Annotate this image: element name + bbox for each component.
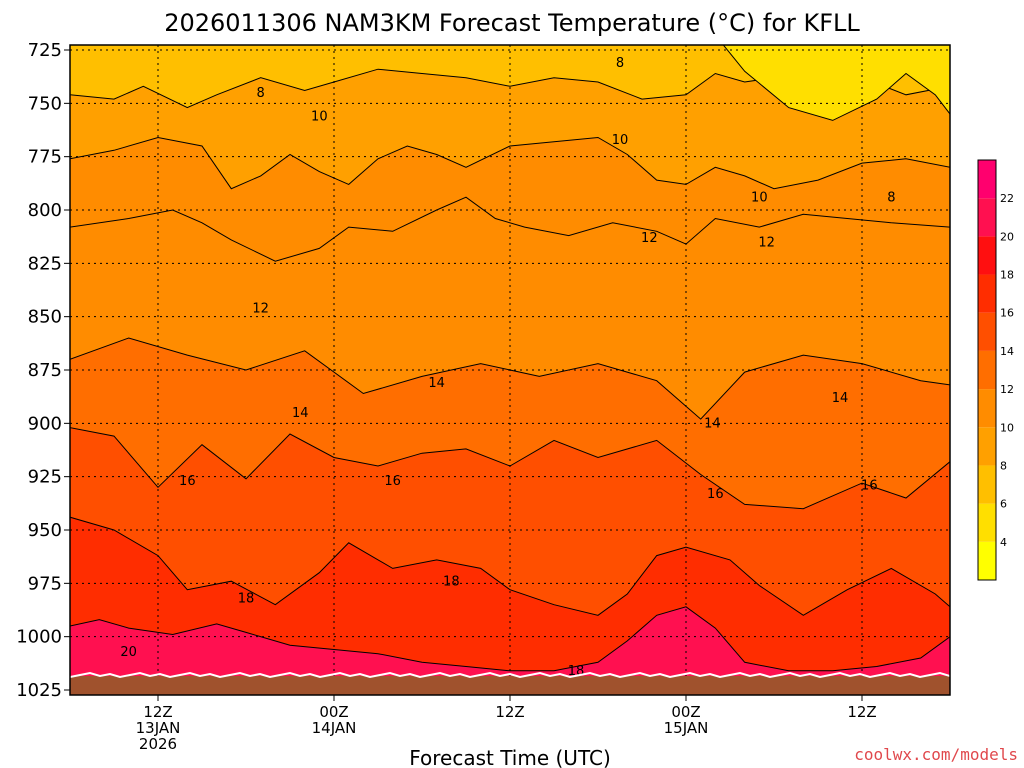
colorbar-label: 14 bbox=[1000, 345, 1014, 358]
colorbar-label: 22 bbox=[1000, 192, 1014, 205]
colorbar-swatch bbox=[978, 465, 996, 504]
y-tick-label: 800 bbox=[28, 200, 62, 221]
y-axis: 725 750 775 800 825 850 875 900 925 950 975 1000 102… bbox=[16, 40, 70, 701]
colorbar-swatch bbox=[978, 541, 996, 580]
colorbar-swatch bbox=[978, 312, 996, 351]
colorbar-label: 8 bbox=[1000, 459, 1007, 472]
y-tick-label: 950 bbox=[28, 520, 62, 541]
colorbar-frame bbox=[977, 159, 997, 581]
contour-label: 12 bbox=[758, 235, 775, 250]
colorbar-swatch bbox=[978, 198, 996, 237]
y-tick-label: 1025 bbox=[16, 680, 62, 701]
colorbar-label: 10 bbox=[1000, 421, 1014, 434]
colorbar-swatch bbox=[978, 274, 996, 313]
contour-label: 16 bbox=[707, 487, 724, 502]
colorbar-label: 4 bbox=[1000, 536, 1007, 549]
plot-area: 8108101081212121414141416161616181818202… bbox=[70, 45, 950, 695]
contour-label: 16 bbox=[179, 474, 196, 489]
colorbar: 4 6 8 10 12 14 16 18 20 22 bbox=[977, 159, 1014, 581]
x-tick-label: 14JAN bbox=[312, 719, 357, 737]
y-tick-label: 750 bbox=[28, 93, 62, 114]
ground-edge-line bbox=[70, 671, 950, 679]
contour-label: 14 bbox=[292, 406, 309, 421]
contour-label: 20 bbox=[120, 645, 137, 660]
colorbar-label: 16 bbox=[1000, 307, 1014, 320]
colorbar-swatch bbox=[978, 389, 996, 428]
contour-label: 14 bbox=[832, 391, 849, 406]
contour-label: 8 bbox=[616, 56, 624, 71]
terrain-ground bbox=[70, 676, 950, 695]
contour-label: 12 bbox=[641, 231, 658, 246]
y-tick-label: 925 bbox=[28, 467, 62, 488]
contour-label: 18 bbox=[238, 592, 255, 607]
colorbar-label: 6 bbox=[1000, 498, 1007, 511]
x-axis-title: Forecast Time (UTC) bbox=[409, 746, 611, 768]
x-tick-label: 00Z bbox=[671, 703, 700, 721]
cool-band-6 bbox=[714, 45, 950, 121]
colorbar-label: 12 bbox=[1000, 383, 1014, 396]
y-tick-label: 850 bbox=[28, 307, 62, 328]
colorbar-label: 20 bbox=[1000, 230, 1014, 243]
colorbar-swatch bbox=[978, 160, 996, 199]
chart-title: 2026011306 NAM3KM Forecast Temperature (… bbox=[164, 9, 860, 37]
y-tick-label: 875 bbox=[28, 360, 62, 381]
colorbar-swatch bbox=[978, 350, 996, 390]
y-tick-label: 825 bbox=[28, 253, 62, 274]
y-tick-label: 1000 bbox=[16, 627, 62, 648]
contour-label: 10 bbox=[612, 133, 629, 148]
colorbar-swatch bbox=[978, 236, 996, 275]
x-tick-label: 15JAN bbox=[664, 719, 709, 737]
x-tick-label: 12Z bbox=[847, 703, 876, 721]
contour-label: 10 bbox=[751, 190, 768, 205]
colorbar-swatch bbox=[978, 427, 996, 466]
contour-label: 16 bbox=[384, 474, 401, 489]
x-tick-label: 13JAN bbox=[136, 719, 181, 737]
contour-label: 12 bbox=[252, 301, 269, 316]
contour-labels: 8108101081212121414141416161616181818202… bbox=[120, 56, 895, 695]
contour-label: 8 bbox=[257, 86, 265, 101]
contour-label: 8 bbox=[887, 190, 895, 205]
x-tick-label: 2026 bbox=[139, 735, 177, 753]
y-tick-label: 725 bbox=[28, 40, 62, 61]
y-tick-label: 900 bbox=[28, 413, 62, 434]
contour-label: 10 bbox=[311, 109, 328, 124]
x-tick-label: 12Z bbox=[143, 703, 172, 721]
y-tick-label: 975 bbox=[28, 573, 62, 594]
contour-label: 14 bbox=[428, 376, 445, 391]
contour-label: 16 bbox=[861, 478, 878, 493]
y-tick-label: 775 bbox=[28, 147, 62, 168]
colorbar-label: 18 bbox=[1000, 269, 1014, 282]
colorbar-swatch bbox=[978, 503, 996, 542]
contour-label: 14 bbox=[704, 417, 721, 432]
x-tick-label: 12Z bbox=[495, 703, 524, 721]
gridlines bbox=[70, 45, 950, 695]
x-tick-label: 00Z bbox=[319, 703, 348, 721]
contour-label: 18 bbox=[443, 574, 460, 589]
credit-text: coolwx.com/models bbox=[854, 745, 1018, 764]
